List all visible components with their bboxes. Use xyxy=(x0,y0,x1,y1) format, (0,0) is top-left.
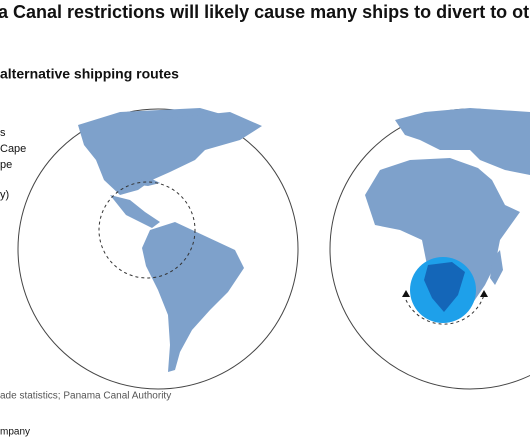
legend-text: Cape xyxy=(0,143,26,155)
footer: mpany xyxy=(0,427,30,438)
globe-africa xyxy=(329,108,530,390)
source: ade statistics; Panama Canal Authority xyxy=(0,391,171,402)
globe-americas xyxy=(17,108,299,390)
legend-text: s xyxy=(0,127,6,139)
legend-text: y) xyxy=(0,189,9,201)
subtitle: alternative shipping routes xyxy=(0,66,179,82)
legend-text: pe xyxy=(0,159,12,171)
title: a Canal restrictions will likely cause m… xyxy=(0,2,530,22)
